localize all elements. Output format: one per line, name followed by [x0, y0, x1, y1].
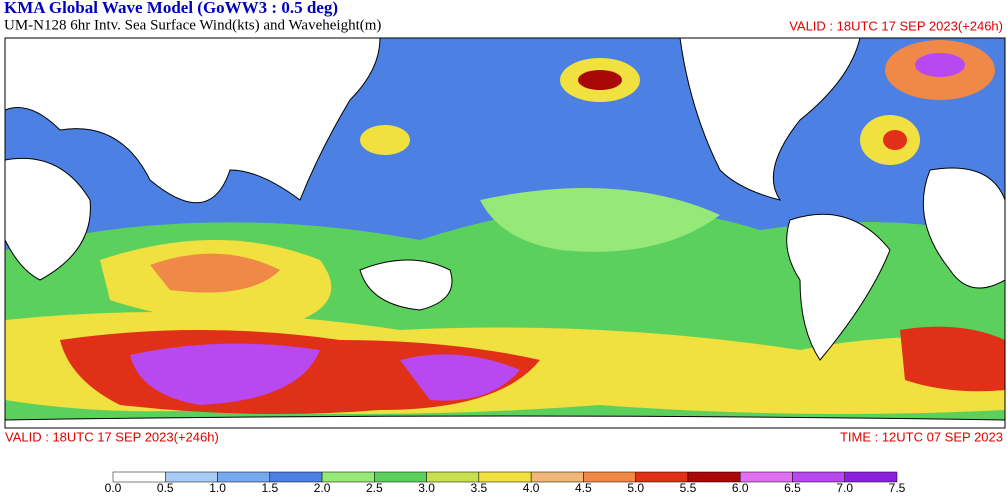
storm-4-core — [578, 70, 622, 90]
colorbar-label: 5.0 — [627, 481, 644, 495]
valid-time-bottom: VALID : 18UTC 17 SEP 2023(+246h) — [5, 429, 219, 444]
colorbar-label: 3.0 — [418, 481, 435, 495]
colorbar-label: 0.0 — [105, 481, 122, 495]
storm-2 — [400, 354, 520, 401]
colorbar-label: 3.5 — [471, 481, 488, 495]
colorbar-label: 6.5 — [784, 481, 801, 495]
colorbar-label: 7.0 — [836, 481, 853, 495]
land-eurasia — [5, 38, 381, 204]
valid-time-top: VALID : 18UTC 17 SEP 2023(+246h) — [789, 18, 1003, 33]
colorbar-label: 6.0 — [732, 481, 749, 495]
colorbar: 0.0 0.5 1.0 1.5 2.0 2.5 3.0 3.5 4.0 4.5 5.0 5.5 6.0 6… — [105, 471, 906, 495]
wave-map — [4, 37, 1006, 429]
land-north-america — [679, 38, 861, 201]
land-africa-east — [922, 167, 1005, 289]
storm-5-core — [915, 53, 965, 77]
storm-3 — [900, 326, 1005, 392]
colorbar-label: 2.0 — [314, 481, 331, 495]
init-time: TIME : 12UTC 07 SEP 2023 — [840, 429, 1003, 444]
colorbar-label: 4.0 — [523, 481, 540, 495]
land-south-america — [786, 213, 891, 361]
storm-7 — [360, 125, 410, 155]
colorbar-label: 5.5 — [680, 481, 697, 495]
color-swatch — [844, 471, 898, 483]
map-frame — [4, 37, 1006, 429]
title: KMA Global Wave Model (GoWW3 : 0.5 deg) — [4, 0, 338, 17]
colorbar-label: 1.0 — [209, 481, 226, 495]
colorbar-label: 4.5 — [575, 481, 592, 495]
colorbar-label: 7.5 — [889, 481, 906, 495]
land-australia — [359, 259, 453, 311]
storm-6-core — [883, 130, 907, 150]
band-indian-high — [150, 253, 280, 293]
storm-1 — [130, 343, 320, 405]
band-tropic — [480, 188, 720, 252]
colorbar-label: 1.5 — [261, 481, 278, 495]
colorbar-label: 2.5 — [366, 481, 383, 495]
land-africa — [5, 157, 91, 281]
land-antarctica — [5, 415, 1005, 428]
colorbar-label: 0.5 — [157, 481, 174, 495]
subtitle: UM-N128 6hr Intv. Sea Surface Wind(kts) … — [4, 17, 381, 33]
